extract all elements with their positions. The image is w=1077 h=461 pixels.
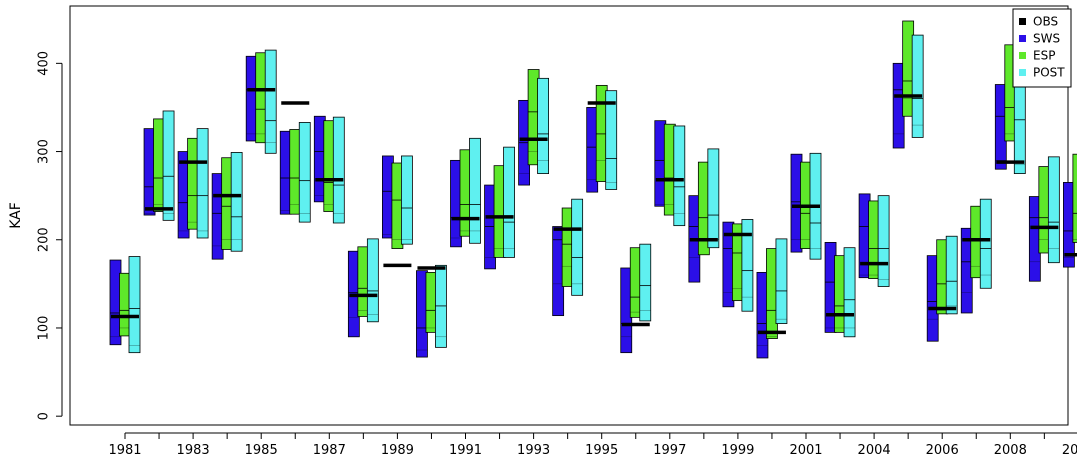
box-range xyxy=(298,122,311,223)
box-post xyxy=(877,195,890,287)
x-tick-label: 2010 xyxy=(1062,443,1077,458)
box-post xyxy=(298,122,311,223)
box-range xyxy=(469,137,481,244)
box-post xyxy=(945,235,958,315)
box-range xyxy=(1047,156,1060,264)
box-range xyxy=(230,152,243,252)
box-range xyxy=(571,198,584,296)
legend-label: POST xyxy=(1033,66,1065,80)
box-post xyxy=(673,125,686,227)
x-tick-label: 1995 xyxy=(585,443,618,458)
box-post xyxy=(162,110,175,221)
box-range xyxy=(911,34,924,138)
x-tick-label: 1999 xyxy=(721,443,754,458)
box-range xyxy=(366,238,379,323)
x-tick-label: 2006 xyxy=(926,443,959,458)
boxes xyxy=(109,20,1077,359)
box-range xyxy=(843,247,856,338)
y-tick-label: 400 xyxy=(37,51,52,76)
box-post xyxy=(1047,156,1060,264)
x-tick-label: 1993 xyxy=(517,443,550,458)
box-range xyxy=(128,256,141,354)
x-tick-label: 2008 xyxy=(994,443,1027,458)
box-range xyxy=(503,146,515,258)
box-range xyxy=(945,235,958,315)
box-post xyxy=(707,148,720,249)
obs-marks xyxy=(111,88,1077,335)
box-post xyxy=(196,128,209,239)
box-range xyxy=(1072,153,1077,243)
y-axis: 0 100 200 300 400 xyxy=(37,51,63,420)
box-range xyxy=(639,243,652,322)
y-axis-label: KAF xyxy=(8,202,24,229)
box-post xyxy=(264,49,277,154)
box-post xyxy=(230,152,243,252)
x-tick-label: 2001 xyxy=(789,443,822,458)
x-tick-label: 1983 xyxy=(177,443,210,458)
y-tick-label: 200 xyxy=(37,227,52,252)
box-range xyxy=(741,219,754,312)
box-esp xyxy=(1072,153,1077,243)
box-post xyxy=(605,90,618,190)
legend-label: ESP xyxy=(1033,49,1055,63)
x-tick-label: 1981 xyxy=(108,443,141,458)
box-post xyxy=(366,238,379,323)
box-range xyxy=(196,128,209,239)
box-post xyxy=(128,256,141,354)
y-tick-label: 100 xyxy=(37,316,52,341)
box-range xyxy=(707,148,720,249)
box-range xyxy=(435,264,447,348)
box-post xyxy=(435,264,447,348)
y-tick-label: 0 xyxy=(37,412,52,420)
legend-swatch xyxy=(1019,69,1026,76)
box-range xyxy=(673,125,686,227)
x-tick-label: 2004 xyxy=(858,443,891,458)
x-axis: 1981 1983 1985 1987 1989 1991 1993 1995 1997 1999… xyxy=(108,432,1077,458)
box-post xyxy=(400,155,413,245)
box-range xyxy=(400,155,413,245)
box-post xyxy=(469,137,481,244)
box-range xyxy=(332,116,345,224)
box-post xyxy=(979,198,992,289)
box-post xyxy=(741,219,754,312)
box-post xyxy=(843,247,856,338)
box-range xyxy=(979,198,992,289)
box-post xyxy=(911,34,924,138)
legend-swatch xyxy=(1019,52,1026,59)
legend-swatch xyxy=(1019,35,1026,42)
x-tick-label: 1985 xyxy=(245,443,278,458)
legend: OBS SWS ESP POST xyxy=(1012,8,1072,88)
x-tick-label: 1987 xyxy=(313,443,346,458)
legend-swatch xyxy=(1019,18,1026,25)
box-post xyxy=(571,198,584,296)
x-tick-label: 1991 xyxy=(449,443,482,458)
box-range xyxy=(877,195,890,287)
box-post xyxy=(537,77,549,175)
box-range xyxy=(605,90,618,190)
x-tick-label: 1997 xyxy=(653,443,686,458)
box-range xyxy=(775,238,788,324)
y-tick-label: 300 xyxy=(37,139,52,164)
legend-label: OBS xyxy=(1033,15,1058,29)
legend-label: SWS xyxy=(1033,32,1060,46)
box-post xyxy=(503,146,515,258)
x-tick-label: 1989 xyxy=(381,443,414,458)
box-post xyxy=(332,116,345,224)
box-range xyxy=(162,110,175,221)
box-post xyxy=(639,243,652,322)
box-range xyxy=(264,49,277,154)
box-post xyxy=(775,238,788,324)
box-range xyxy=(537,77,549,175)
